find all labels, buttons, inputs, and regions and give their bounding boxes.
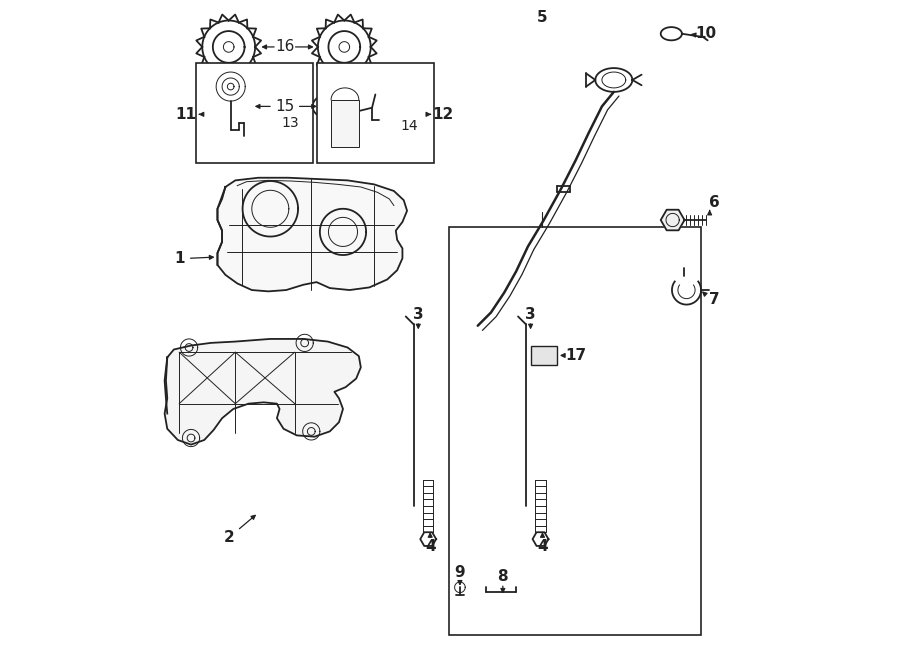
- Text: 4: 4: [425, 539, 436, 554]
- Text: 9: 9: [454, 565, 465, 580]
- Text: 13: 13: [282, 116, 299, 130]
- Text: 17: 17: [565, 348, 586, 363]
- Bar: [449, 226, 701, 635]
- Text: 3: 3: [526, 307, 536, 322]
- Text: 3: 3: [413, 307, 424, 322]
- Bar: [331, 100, 359, 148]
- Text: 12: 12: [433, 107, 454, 122]
- Text: 10: 10: [696, 26, 717, 41]
- Polygon shape: [218, 177, 407, 291]
- Text: 15: 15: [275, 99, 294, 114]
- Bar: [195, 64, 313, 163]
- Text: 8: 8: [498, 569, 508, 585]
- Text: 7: 7: [709, 292, 720, 307]
- Text: 6: 6: [709, 195, 720, 210]
- Text: 1: 1: [174, 251, 184, 266]
- Text: 5: 5: [537, 10, 548, 24]
- Text: 16: 16: [275, 40, 294, 54]
- Bar: [317, 64, 434, 163]
- Text: 14: 14: [400, 119, 418, 133]
- Text: 11: 11: [176, 107, 196, 122]
- Polygon shape: [165, 339, 361, 445]
- Polygon shape: [661, 210, 685, 230]
- Text: 2: 2: [223, 530, 234, 545]
- Text: 4: 4: [537, 539, 548, 554]
- Bar: [531, 346, 557, 365]
